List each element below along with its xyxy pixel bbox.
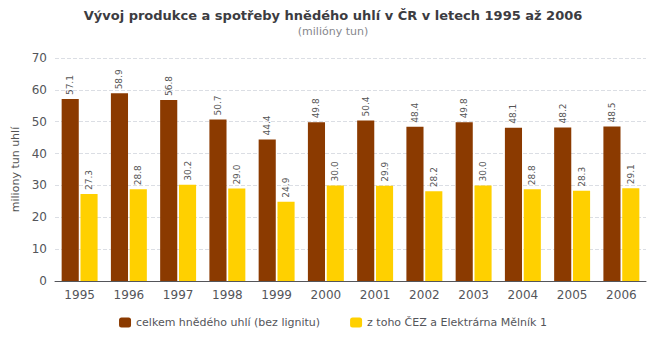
svg-text:49.8: 49.8 bbox=[459, 98, 469, 118]
svg-text:1997: 1997 bbox=[163, 288, 194, 302]
svg-text:30.2: 30.2 bbox=[183, 161, 193, 181]
svg-text:44.4: 44.4 bbox=[262, 115, 272, 135]
svg-text:29.9: 29.9 bbox=[380, 161, 390, 181]
svg-text:24.9: 24.9 bbox=[281, 177, 291, 197]
svg-text:1995: 1995 bbox=[64, 288, 95, 302]
svg-text:48.4: 48.4 bbox=[410, 102, 420, 122]
svg-text:(milióny tun): (milióny tun) bbox=[298, 25, 368, 38]
svg-text:56.8: 56.8 bbox=[164, 76, 174, 96]
svg-text:2001: 2001 bbox=[360, 288, 391, 302]
svg-text:Vývoj produkce a spotřeby hněd: Vývoj produkce a spotřeby hnědého uhlí v… bbox=[84, 8, 583, 23]
svg-text:28.8: 28.8 bbox=[527, 165, 537, 185]
svg-text:10: 10 bbox=[32, 242, 47, 256]
svg-text:58.9: 58.9 bbox=[114, 69, 124, 89]
svg-text:0: 0 bbox=[39, 274, 47, 288]
svg-text:2002: 2002 bbox=[409, 288, 440, 302]
svg-text:48.1: 48.1 bbox=[508, 104, 518, 124]
svg-text:20: 20 bbox=[32, 210, 47, 224]
svg-text:1998: 1998 bbox=[212, 288, 243, 302]
svg-text:2000: 2000 bbox=[311, 288, 342, 302]
svg-text:50: 50 bbox=[32, 115, 47, 129]
svg-text:48.2: 48.2 bbox=[558, 103, 568, 123]
svg-text:49.8: 49.8 bbox=[311, 98, 321, 118]
svg-text:1996: 1996 bbox=[114, 288, 145, 302]
svg-text:60: 60 bbox=[32, 83, 47, 97]
svg-text:z toho ČEZ a Elektrárna Mělník: z toho ČEZ a Elektrárna Mělník 1 bbox=[367, 316, 547, 329]
svg-text:30: 30 bbox=[32, 178, 47, 192]
svg-text:30.0: 30.0 bbox=[330, 161, 340, 181]
svg-text:30.0: 30.0 bbox=[478, 161, 488, 181]
svg-text:2004: 2004 bbox=[508, 288, 539, 302]
svg-text:miliony tun uhlí: miliony tun uhlí bbox=[9, 126, 22, 212]
svg-text:28.3: 28.3 bbox=[577, 167, 587, 187]
svg-text:70: 70 bbox=[32, 51, 47, 65]
svg-text:1999: 1999 bbox=[261, 288, 292, 302]
svg-text:27.3: 27.3 bbox=[84, 170, 94, 190]
svg-text:57.1: 57.1 bbox=[65, 75, 75, 95]
svg-text:40: 40 bbox=[32, 147, 47, 161]
svg-text:28.2: 28.2 bbox=[429, 167, 439, 187]
svg-text:50.4: 50.4 bbox=[361, 96, 371, 116]
svg-text:celkem hnědého uhlí (bez ligni: celkem hnědého uhlí (bez lignitu) bbox=[136, 316, 320, 329]
svg-text:2003: 2003 bbox=[458, 288, 489, 302]
svg-text:29.0: 29.0 bbox=[232, 164, 242, 184]
svg-text:48.5: 48.5 bbox=[607, 102, 617, 122]
svg-text:29.1: 29.1 bbox=[626, 164, 636, 184]
svg-text:50.7: 50.7 bbox=[213, 95, 223, 115]
svg-text:2005: 2005 bbox=[557, 288, 588, 302]
svg-text:28.8: 28.8 bbox=[133, 165, 143, 185]
svg-text:2006: 2006 bbox=[606, 288, 637, 302]
